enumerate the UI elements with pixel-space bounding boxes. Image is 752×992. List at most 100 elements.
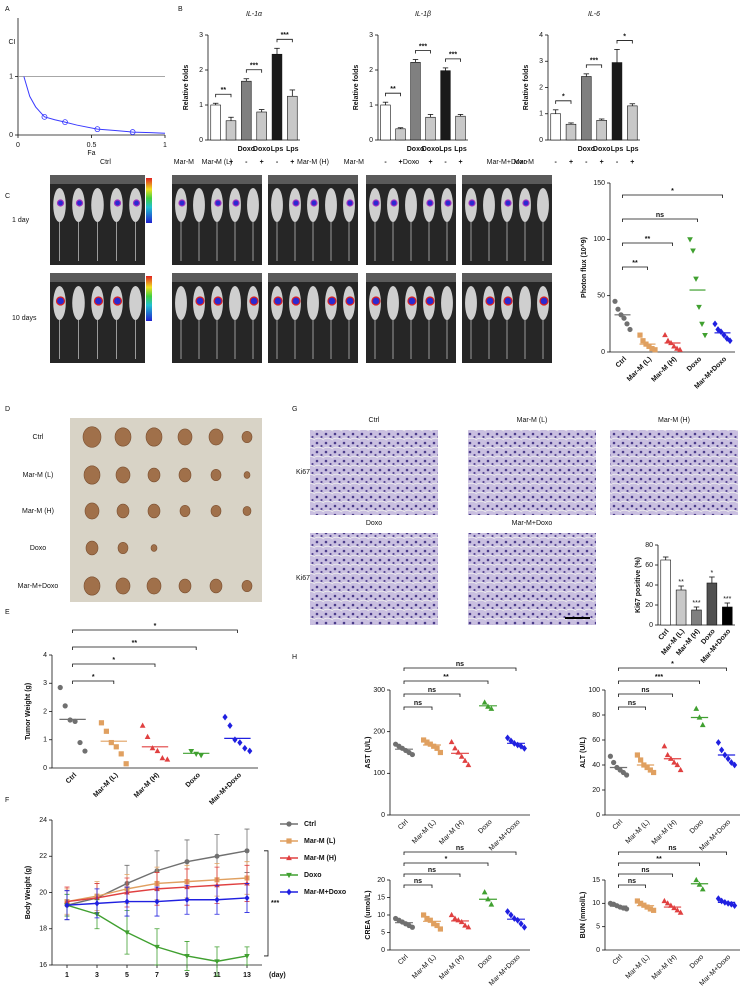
x-tick-label: 1 xyxy=(65,972,69,979)
point xyxy=(621,315,627,321)
point xyxy=(674,907,681,913)
tumor-signal xyxy=(232,199,240,207)
panel-letter: A xyxy=(5,6,10,13)
ihc-image xyxy=(468,430,596,515)
significance-label: *** xyxy=(250,63,258,70)
column-label: Mar-M (H) xyxy=(297,159,329,166)
bar xyxy=(256,111,267,141)
point xyxy=(732,902,738,910)
ivis-stage xyxy=(462,175,552,184)
point xyxy=(662,331,668,338)
treatment-sign: + xyxy=(398,159,402,166)
column-label: Mar-M+Doxo xyxy=(487,159,528,166)
treatment-sign: - xyxy=(444,159,447,166)
y-tick-label: 2 xyxy=(199,67,203,74)
ivis-stage xyxy=(462,273,552,282)
y-axis-label: Tumor Weight (g) xyxy=(25,683,32,740)
y-tick-label: 60 xyxy=(645,562,653,569)
significance-bracket xyxy=(618,693,673,697)
color-scale xyxy=(146,178,152,223)
tumor xyxy=(210,468,222,482)
significance-label: * xyxy=(154,623,157,630)
point xyxy=(638,757,644,763)
point xyxy=(421,912,427,918)
significance-bracket xyxy=(618,706,646,710)
point xyxy=(154,944,160,950)
y-tick-label: 1 xyxy=(9,73,13,80)
row-label: Ki67 xyxy=(296,469,310,476)
significance-label: ns xyxy=(641,867,649,874)
point xyxy=(437,926,443,932)
point xyxy=(244,953,250,959)
significance-bracket xyxy=(72,680,115,684)
point xyxy=(188,748,195,755)
y-axis-label: ALT (U/L) xyxy=(580,737,587,768)
point xyxy=(727,337,733,345)
point xyxy=(481,889,488,895)
point xyxy=(164,756,171,762)
point xyxy=(465,761,472,768)
mouse xyxy=(325,188,337,222)
point xyxy=(149,745,156,751)
panel-letter: D xyxy=(5,406,10,413)
point xyxy=(465,924,472,930)
point xyxy=(222,713,228,721)
tumor xyxy=(179,504,191,518)
point xyxy=(184,896,190,903)
y-tick-label: 5 xyxy=(381,929,385,936)
bar xyxy=(225,120,237,141)
point xyxy=(508,737,514,745)
significance-bracket xyxy=(618,851,727,855)
legend-label: Mar-M (L) xyxy=(304,838,336,845)
significance-label: ns xyxy=(628,700,636,707)
tumor xyxy=(145,427,163,447)
point xyxy=(214,959,220,965)
significance-label: *** xyxy=(723,596,731,603)
y-tick-label: 20 xyxy=(39,889,47,896)
point xyxy=(452,915,458,921)
point xyxy=(113,744,119,750)
treatment-sign: + xyxy=(229,159,233,166)
significance-label: * xyxy=(92,674,95,681)
row-label: Mar-M (H) xyxy=(22,508,54,515)
point xyxy=(481,699,488,705)
point xyxy=(409,751,415,758)
point xyxy=(671,759,677,765)
treatment-sign: + xyxy=(458,159,462,166)
mouse xyxy=(483,188,495,222)
point xyxy=(624,906,630,912)
row-label: Ctrl xyxy=(33,434,44,441)
point xyxy=(719,746,725,754)
point xyxy=(154,898,160,905)
column-label: Mar-M+Doxo xyxy=(512,520,553,527)
bar xyxy=(241,80,252,141)
legend-marker xyxy=(286,821,292,827)
significance-bracket xyxy=(403,693,461,697)
point xyxy=(421,737,427,743)
legend-label: Ctrl xyxy=(304,821,316,828)
significance-bracket xyxy=(585,64,603,68)
significance-bracket xyxy=(445,58,461,62)
point xyxy=(448,738,455,745)
chart-title: IL-1α xyxy=(246,11,263,18)
tumor-signal xyxy=(425,296,435,306)
mouse xyxy=(193,188,205,222)
tumor-signal xyxy=(503,296,513,306)
point xyxy=(505,908,511,915)
significance-label: * xyxy=(562,94,565,101)
significance-bracket xyxy=(622,218,698,222)
ivis-stage xyxy=(366,175,456,184)
y-tick-label: 10 xyxy=(592,900,600,907)
y-tick-label: 0 xyxy=(649,622,653,629)
tumor xyxy=(209,578,223,594)
point xyxy=(647,767,653,773)
tumor xyxy=(115,466,131,484)
mouse xyxy=(72,286,85,320)
treatment-sign: + xyxy=(569,159,573,166)
significance-label: ns xyxy=(641,687,649,694)
point xyxy=(409,924,415,930)
point xyxy=(431,743,437,749)
column-label: Mar-M (L) xyxy=(517,417,548,424)
point xyxy=(664,900,671,906)
